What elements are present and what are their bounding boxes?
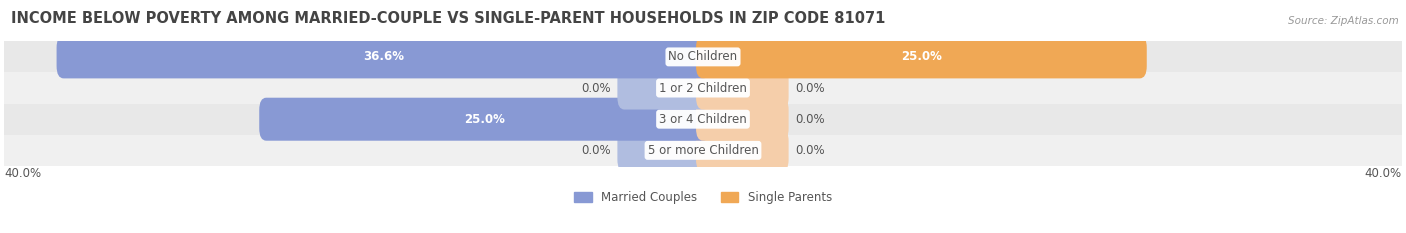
- Text: 0.0%: 0.0%: [796, 144, 825, 157]
- Text: 0.0%: 0.0%: [581, 144, 610, 157]
- FancyBboxPatch shape: [617, 129, 710, 172]
- Bar: [4, 72, 1402, 104]
- FancyBboxPatch shape: [696, 129, 789, 172]
- Text: 1 or 2 Children: 1 or 2 Children: [659, 82, 747, 95]
- FancyBboxPatch shape: [617, 67, 710, 110]
- FancyBboxPatch shape: [56, 35, 710, 78]
- FancyBboxPatch shape: [696, 98, 789, 141]
- Text: 40.0%: 40.0%: [4, 167, 41, 180]
- Text: 25.0%: 25.0%: [901, 50, 942, 63]
- Text: INCOME BELOW POVERTY AMONG MARRIED-COUPLE VS SINGLE-PARENT HOUSEHOLDS IN ZIP COD: INCOME BELOW POVERTY AMONG MARRIED-COUPL…: [11, 10, 886, 26]
- Text: No Children: No Children: [668, 50, 738, 63]
- Text: 0.0%: 0.0%: [796, 113, 825, 126]
- Text: 5 or more Children: 5 or more Children: [648, 144, 758, 157]
- Text: 3 or 4 Children: 3 or 4 Children: [659, 113, 747, 126]
- Text: 0.0%: 0.0%: [796, 82, 825, 95]
- Text: 25.0%: 25.0%: [464, 113, 505, 126]
- Text: 40.0%: 40.0%: [1365, 167, 1402, 180]
- FancyBboxPatch shape: [696, 35, 1147, 78]
- Legend: Married Couples, Single Parents: Married Couples, Single Parents: [569, 186, 837, 209]
- Text: 36.6%: 36.6%: [363, 50, 404, 63]
- Bar: [4, 135, 1402, 166]
- FancyBboxPatch shape: [259, 98, 710, 141]
- Bar: [4, 104, 1402, 135]
- Bar: [4, 41, 1402, 72]
- FancyBboxPatch shape: [696, 67, 789, 110]
- Text: Source: ZipAtlas.com: Source: ZipAtlas.com: [1288, 16, 1399, 26]
- Text: 0.0%: 0.0%: [581, 82, 610, 95]
